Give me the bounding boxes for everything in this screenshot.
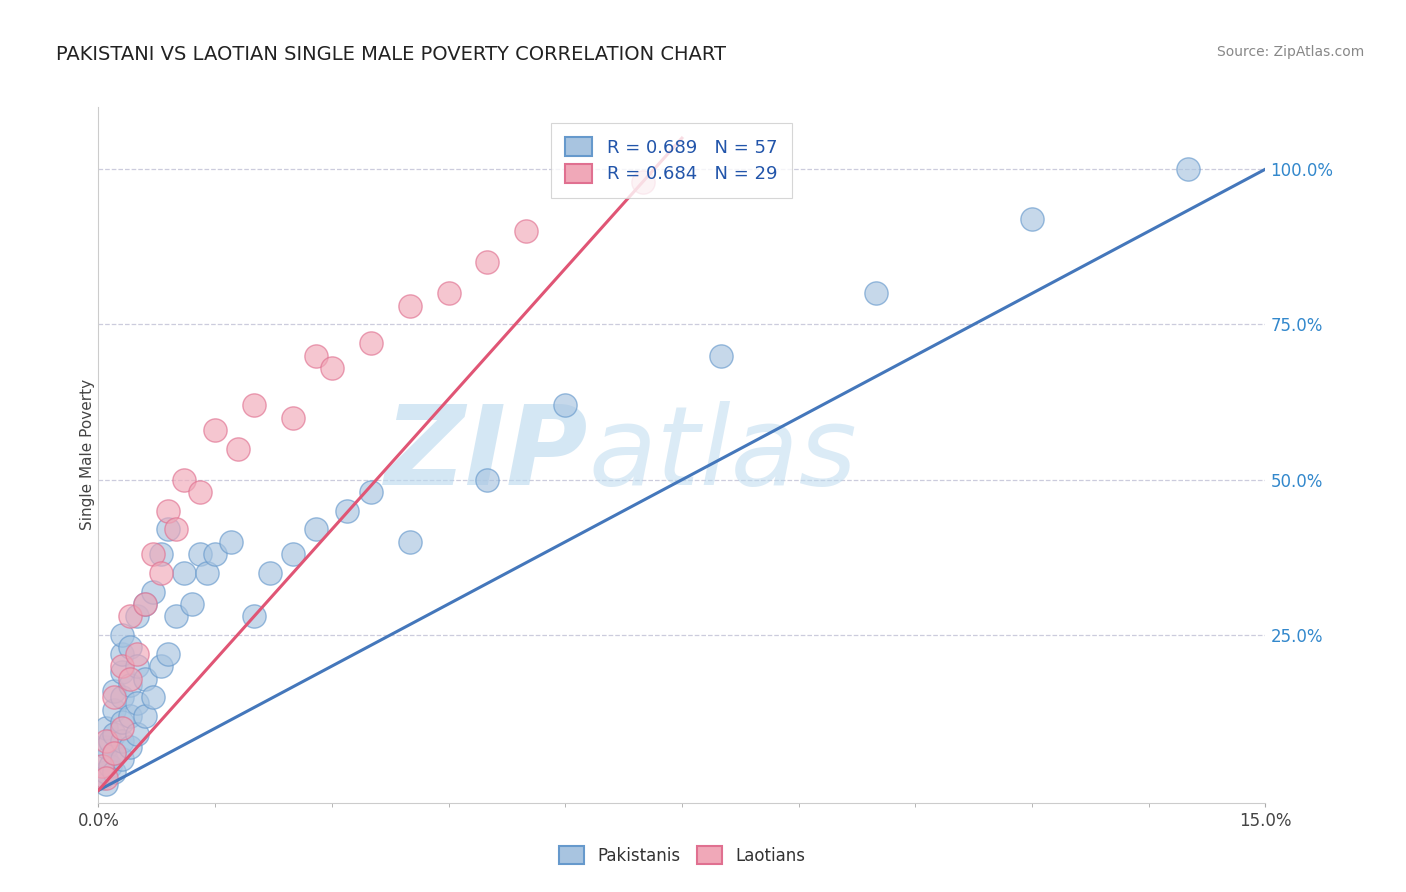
Point xyxy=(96,733,118,747)
Point xyxy=(477,255,499,269)
Point xyxy=(142,690,165,705)
Point xyxy=(118,609,141,624)
Text: Source: ZipAtlas.com: Source: ZipAtlas.com xyxy=(1216,45,1364,59)
Point xyxy=(103,690,125,705)
Point xyxy=(281,547,304,561)
Text: PAKISTANI VS LAOTIAN SINGLE MALE POVERTY CORRELATION CHART: PAKISTANI VS LAOTIAN SINGLE MALE POVERTY… xyxy=(56,45,727,63)
Text: atlas: atlas xyxy=(589,401,858,508)
Point xyxy=(173,566,195,580)
Point xyxy=(96,739,118,754)
Point xyxy=(98,758,121,772)
Point xyxy=(91,758,114,772)
Point xyxy=(437,286,460,301)
Point xyxy=(118,739,141,754)
Point xyxy=(134,597,156,611)
Point xyxy=(157,647,180,661)
Point xyxy=(103,764,125,779)
Point xyxy=(111,721,134,735)
Point xyxy=(157,523,180,537)
Point xyxy=(134,597,156,611)
Point xyxy=(1177,162,1199,177)
Point xyxy=(127,727,149,741)
Point xyxy=(477,473,499,487)
Point xyxy=(96,752,118,766)
Point xyxy=(336,504,359,518)
Point xyxy=(398,299,420,313)
Point xyxy=(1021,211,1043,226)
Point xyxy=(127,697,149,711)
Point xyxy=(142,584,165,599)
Point xyxy=(360,336,382,351)
Y-axis label: Single Male Poverty: Single Male Poverty xyxy=(80,379,94,531)
Point xyxy=(127,659,149,673)
Point xyxy=(228,442,250,456)
Point xyxy=(96,721,118,735)
Point xyxy=(173,473,195,487)
Point xyxy=(165,523,187,537)
Point xyxy=(865,286,887,301)
Point xyxy=(111,714,134,729)
Point xyxy=(195,566,218,580)
Point xyxy=(259,566,281,580)
Point xyxy=(554,398,576,412)
Point xyxy=(96,771,118,785)
Point xyxy=(118,672,141,686)
Point xyxy=(103,746,125,760)
Point xyxy=(398,534,420,549)
Point xyxy=(103,727,125,741)
Point xyxy=(204,423,226,437)
Point xyxy=(204,547,226,561)
Point xyxy=(96,764,118,779)
Point xyxy=(243,609,266,624)
Point xyxy=(149,566,172,580)
Point xyxy=(103,703,125,717)
Point xyxy=(165,609,187,624)
Point xyxy=(305,349,328,363)
Point xyxy=(118,640,141,655)
Point xyxy=(180,597,202,611)
Point xyxy=(96,777,118,791)
Point xyxy=(157,504,180,518)
Point xyxy=(321,360,343,375)
Point xyxy=(118,708,141,723)
Point xyxy=(281,410,304,425)
Point xyxy=(111,733,134,747)
Point xyxy=(111,752,134,766)
Legend: Pakistanis, Laotians: Pakistanis, Laotians xyxy=(546,833,818,878)
Point xyxy=(360,485,382,500)
Point xyxy=(111,665,134,680)
Point xyxy=(134,672,156,686)
Point xyxy=(515,224,537,238)
Point xyxy=(111,659,134,673)
Point xyxy=(127,647,149,661)
Point xyxy=(111,628,134,642)
Point xyxy=(98,733,121,747)
Point xyxy=(134,708,156,723)
Point xyxy=(118,678,141,692)
Point xyxy=(111,647,134,661)
Point xyxy=(142,547,165,561)
Point xyxy=(103,746,125,760)
Point xyxy=(103,684,125,698)
Point xyxy=(710,349,733,363)
Point xyxy=(243,398,266,412)
Point xyxy=(305,523,328,537)
Point xyxy=(219,534,242,549)
Point xyxy=(127,609,149,624)
Point xyxy=(188,547,211,561)
Point xyxy=(111,690,134,705)
Point xyxy=(91,771,114,785)
Point xyxy=(149,547,172,561)
Point xyxy=(631,175,654,189)
Text: ZIP: ZIP xyxy=(385,401,589,508)
Point xyxy=(188,485,211,500)
Point xyxy=(149,659,172,673)
